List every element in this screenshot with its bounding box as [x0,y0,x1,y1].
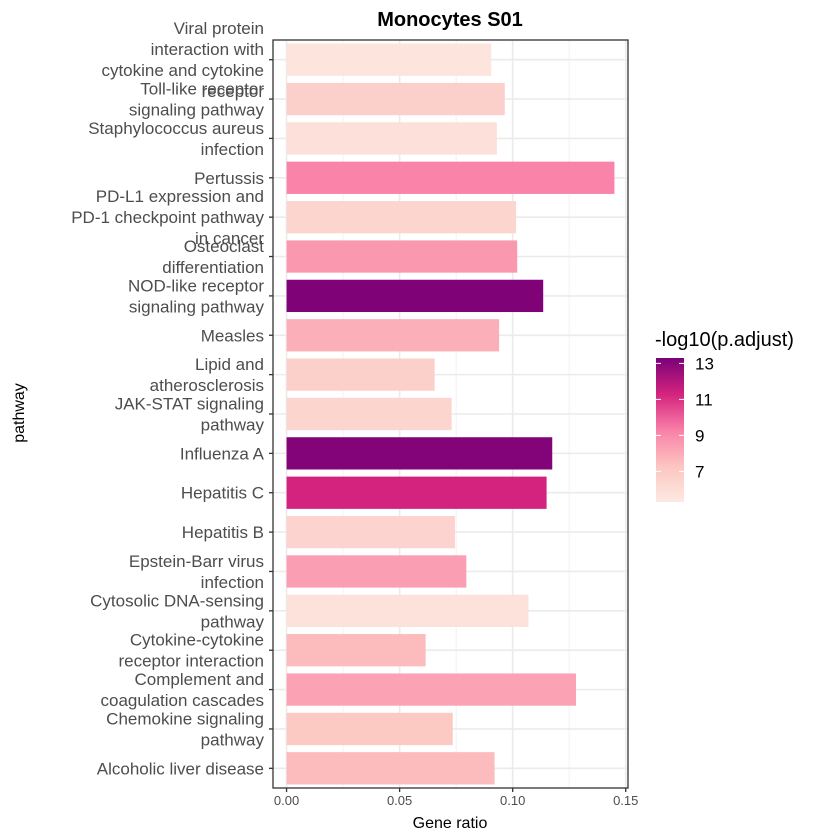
y-tick-label-line: receptor [202,82,265,101]
bar-2 [286,82,505,116]
y-tick-label-line: signaling pathway [129,101,265,120]
y-tick-label: Influenza A [180,444,265,463]
y-tick-label-line: infection [201,140,264,159]
bar-8 [286,319,500,352]
y-tick-label: Osteoclast differentiation [162,237,264,277]
legend-colorbar [656,358,684,502]
bar-1 [286,43,492,76]
legend-tick-label: 7 [695,462,704,481]
y-tick-label-line: Epstein-Barr virus [129,552,264,571]
color-legend: -log10(p.adjust) 7 9 11 13 [655,329,794,502]
bar-12 [286,476,547,509]
bar-15 [286,594,529,627]
y-tick-label-line: signaling pathway [129,297,265,316]
chart-title: Monocytes S01 [377,9,523,31]
bar-17 [286,673,576,706]
y-tick-label-line: Cytosolic DNA-sensing [90,591,264,610]
y-tick-label-line: pathway [201,416,265,435]
y-tick-label: Toll-like receptor signaling pathway [129,80,265,120]
y-tick-label-line: Hepatitis C [181,484,264,503]
y-tick-label-line: Lipid and [195,355,264,374]
y-tick-label-line: Complement and [135,670,264,689]
x-tick-label: 0.05 [387,793,412,808]
y-tick-label-line: PD-1 checkpoint pathway [71,208,264,227]
y-tick-label-line: Viral protein [174,19,264,38]
y-tick-label-line: Staphylococcus aureus [88,119,264,138]
y-tick-label: Alcoholic liver disease [97,759,264,778]
y-tick-label: Complement and coagulation cascades [100,670,264,710]
y-tick-label-line: Pertussis [194,169,264,188]
bar-10 [286,397,452,431]
y-tick-label: Cytosolic DNA-sensing pathway [90,591,264,631]
y-tick-label-line: receptor interaction [118,652,264,671]
legend-tick-label: 13 [695,354,714,373]
y-tick-label-line: infection [201,573,264,592]
y-tick-label-line: pathway [201,612,265,631]
x-tick-label: 0.00 [274,793,299,808]
bar-9 [286,358,435,391]
y-tick-label: Cytokine-cytokine receptor interaction [118,631,264,671]
y-tick-label: Chemokine signaling pathway [106,709,264,749]
y-tick-label-line: JAK-STAT signaling [115,395,264,414]
y-tick-label: Hepatitis B [182,523,264,542]
x-tick-label: 0.15 [613,793,638,808]
bar-19 [286,752,495,785]
y-tick-label: Hepatitis C [181,484,264,503]
y-tick-label-line: coagulation cascades [100,691,264,710]
y-tick-label-line: in cancer [195,229,264,248]
y-tick-label-line: PD-L1 expression and [96,187,264,206]
y-tick-label-line: Cytokine-cytokine [130,631,264,650]
y-tick-label-line: pathway [201,730,265,749]
y-tick-label: Pertussis [194,169,264,188]
y-tick-label-line: Alcoholic liver disease [97,759,264,778]
x-tick-label: 0.10 [500,793,525,808]
bar-4 [286,161,615,194]
x-axis-label: Gene ratio [413,815,488,832]
bar-18 [286,712,453,746]
y-axis-label: pathway [11,383,28,443]
y-tick-label-line: Influenza A [180,444,265,463]
y-tick-label: Measles [201,326,264,345]
bar-5 [286,201,517,234]
bar-6 [286,240,518,273]
y-tick-label: PD-L1 expression and PD-1 checkpoint path… [71,187,264,248]
legend-tick-label: 11 [695,390,713,409]
y-tick-label-line: Osteoclast [184,237,265,256]
plot-area: Viral protein interaction with cytokine an… [71,19,638,808]
bar-11 [286,437,553,470]
y-tick-label-line: NOD-like receptor [128,276,264,295]
legend-tick-label: 9 [695,426,704,445]
y-tick-label: JAK-STAT signaling pathway [115,395,265,435]
bar-13 [286,515,456,549]
y-tick-label-line: atherosclerosis [150,376,264,395]
bar-16 [286,634,426,667]
y-tick-label: NOD-like receptor signaling pathway [128,276,265,316]
y-tick-label: Lipid and atherosclerosis [150,355,264,395]
bar-7 [286,279,544,313]
y-tick-label-line: interaction with [151,40,264,59]
bar-3 [286,122,497,155]
y-tick-label-line: Chemokine signaling [106,709,264,728]
y-tick-label-line: differentiation [162,258,264,277]
y-tick-label-line: Toll-like receptor [140,80,264,99]
y-tick-label-line: Hepatitis B [182,523,264,542]
legend-title: -log10(p.adjust) [655,329,794,351]
y-tick-label: Viral protein interaction with cytokine an… [101,19,264,101]
bar-14 [286,555,467,588]
legend-ticks: 7 9 11 13 [656,354,714,481]
y-tick-label-line: cytokine and cytokine [101,61,264,80]
y-tick-label-line: Measles [201,326,264,345]
y-tick-label: Staphylococcus aureus infection [88,119,264,159]
y-tick-label: Epstein-Barr virus infection [129,552,264,592]
